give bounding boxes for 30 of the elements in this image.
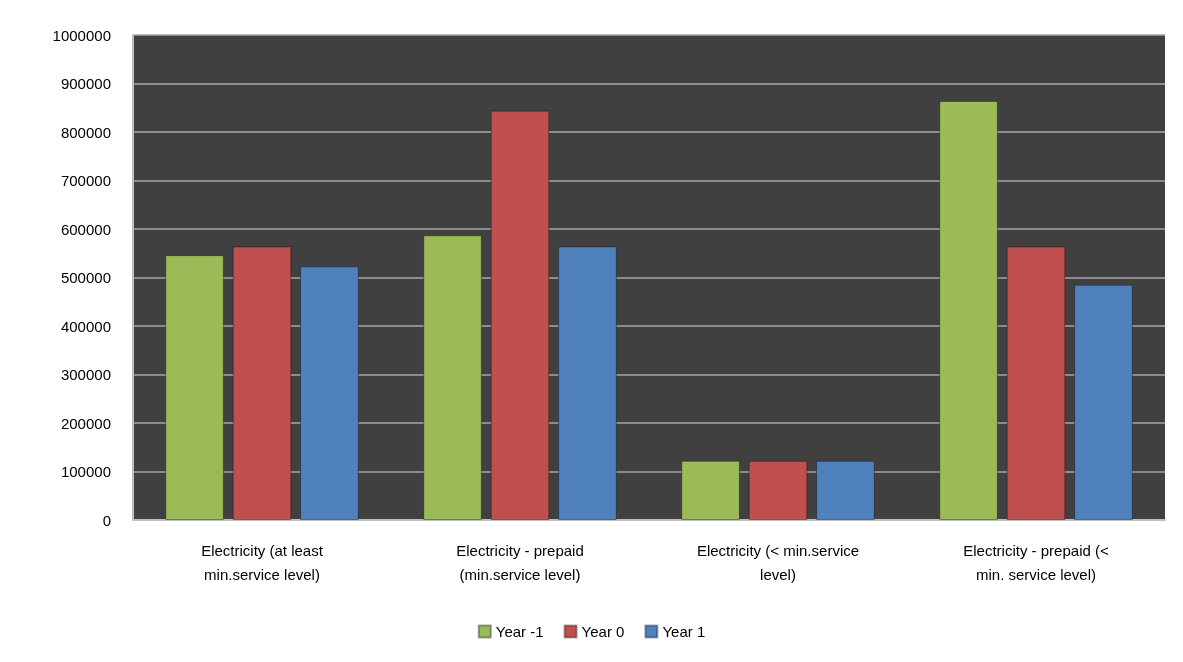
bar	[300, 266, 359, 520]
bar	[816, 460, 875, 520]
bar	[1006, 246, 1066, 520]
y-tick-label: 400000	[60, 317, 111, 335]
bar	[232, 246, 292, 520]
y-tick-label: 600000	[60, 220, 111, 238]
y-tick-label: 200000	[60, 414, 111, 432]
bar	[490, 110, 550, 520]
legend-label: Year 1	[662, 623, 706, 640]
bar	[423, 235, 482, 520]
bar	[748, 460, 808, 520]
bar	[939, 100, 998, 520]
bar	[681, 460, 740, 520]
legend-label: Year -1	[495, 623, 544, 640]
y-tick-label: 100000	[60, 463, 111, 480]
x-tick-label: Electricity (at least min.service level)	[201, 541, 324, 583]
bar	[165, 255, 224, 520]
x-tick-label: Electricity - prepaid (< min. service level)	[963, 541, 1109, 583]
y-tick-label: 0	[102, 511, 111, 529]
bar	[558, 246, 617, 520]
y-tick-label: 900000	[60, 75, 111, 92]
y-tick-label: 1000000	[52, 26, 111, 44]
bar	[1074, 284, 1133, 520]
y-tick-label: 500000	[60, 269, 111, 286]
y-tick-label: 800000	[60, 123, 111, 141]
x-tick-label: Electricity - prepaid (min.service level)	[456, 541, 584, 583]
y-tick-label: 300000	[60, 366, 111, 383]
legend-label: Year 0	[581, 623, 625, 640]
x-tick-label: Electricity (< min.service level)	[696, 541, 860, 583]
y-tick-label: 700000	[60, 172, 111, 189]
